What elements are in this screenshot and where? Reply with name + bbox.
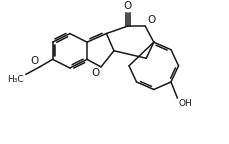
Text: O: O [92, 68, 100, 78]
Text: H₃C: H₃C [7, 75, 24, 84]
Text: OH: OH [179, 99, 192, 108]
Text: O: O [124, 1, 132, 11]
Text: O: O [30, 56, 39, 66]
Text: O: O [147, 15, 155, 25]
